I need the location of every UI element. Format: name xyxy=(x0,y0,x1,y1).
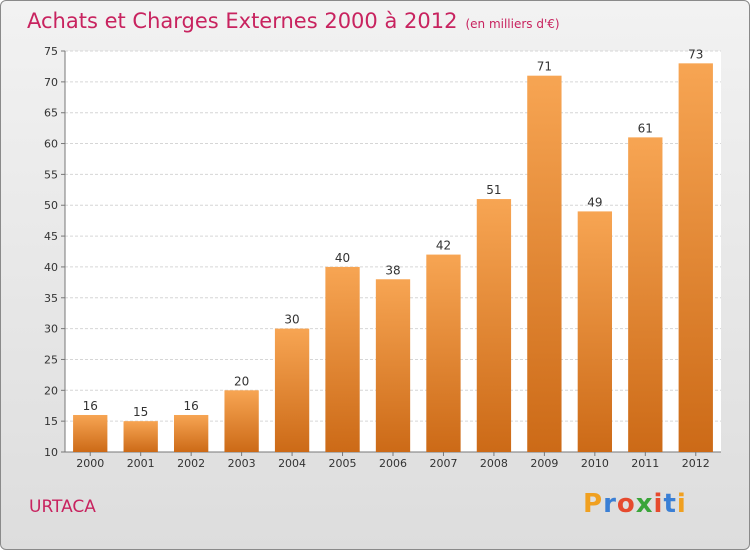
bar-value-label: 51 xyxy=(486,183,501,197)
x-tick-label: 2006 xyxy=(379,457,407,470)
logo-letter: i xyxy=(676,489,687,519)
bar-2012 xyxy=(678,63,713,452)
bar-2007 xyxy=(426,254,461,452)
bar-value-label: 38 xyxy=(385,263,400,277)
bar-2010 xyxy=(577,211,613,452)
bar-2002 xyxy=(173,414,209,452)
bar-value-label: 15 xyxy=(133,405,148,419)
x-tick-label: 2009 xyxy=(530,457,558,470)
x-tick-label: 2004 xyxy=(278,457,306,470)
x-tick-label: 2000 xyxy=(76,457,104,470)
x-tick-label: 2007 xyxy=(429,457,457,470)
bar-value-label: 49 xyxy=(587,195,602,209)
bar-value-label: 20 xyxy=(234,374,249,388)
bar-2003 xyxy=(224,390,259,452)
y-tick-label: 25 xyxy=(44,353,58,366)
x-tick-label: 2003 xyxy=(228,457,256,470)
x-tick-label: 2011 xyxy=(631,457,659,470)
bar-value-label: 16 xyxy=(83,399,98,413)
bar-2004 xyxy=(274,328,310,452)
y-tick-label: 60 xyxy=(44,138,58,151)
x-tick-label: 2001 xyxy=(127,457,155,470)
proxiti-logo: Proxiti xyxy=(583,489,687,519)
y-tick-label: 50 xyxy=(44,199,58,212)
logo-letter: x xyxy=(635,489,654,519)
y-tick-label: 40 xyxy=(44,261,58,274)
y-tick-label: 15 xyxy=(44,415,58,428)
bar-value-label: 71 xyxy=(537,60,552,74)
x-tick-label: 2008 xyxy=(480,457,508,470)
logo-letter: o xyxy=(616,489,636,519)
y-tick-label: 65 xyxy=(44,107,58,120)
bar-2000 xyxy=(73,414,108,452)
bar-2005 xyxy=(325,266,360,452)
bar-2011 xyxy=(628,137,663,452)
x-tick-label: 2005 xyxy=(329,457,357,470)
commune-name: URTACA xyxy=(29,497,96,517)
bar-value-label: 42 xyxy=(436,239,451,253)
y-tick-label: 75 xyxy=(44,45,58,58)
bar-2008 xyxy=(476,199,512,452)
logo-letter: i xyxy=(653,489,664,519)
chart-unit-note: (en milliers d'€) xyxy=(465,17,560,31)
y-tick-label: 45 xyxy=(44,230,58,243)
logo-letter: r xyxy=(603,489,617,519)
x-tick-label: 2002 xyxy=(177,457,205,470)
bar-value-label: 61 xyxy=(638,121,653,135)
y-tick-label: 70 xyxy=(44,76,58,89)
x-tick-label: 2012 xyxy=(682,457,710,470)
x-tick-label: 2010 xyxy=(581,457,609,470)
y-tick-label: 35 xyxy=(44,292,58,305)
bar-value-label: 16 xyxy=(184,399,199,413)
logo-letter: t xyxy=(663,489,677,519)
y-tick-label: 20 xyxy=(44,384,58,397)
bar-2006 xyxy=(375,279,411,452)
bar-value-label: 73 xyxy=(688,47,703,61)
chart-title-text: Achats et Charges Externes 2000 à 2012 xyxy=(27,9,458,33)
bar-2009 xyxy=(527,75,562,452)
chart-title: Achats et Charges Externes 2000 à 2012 (e… xyxy=(27,9,560,33)
bar-2001 xyxy=(123,421,158,452)
bar-value-label: 40 xyxy=(335,251,350,265)
logo-letter: P xyxy=(583,489,604,519)
bar-value-label: 30 xyxy=(284,313,299,327)
y-tick-label: 10 xyxy=(44,446,58,459)
y-tick-label: 30 xyxy=(44,323,58,336)
y-tick-label: 55 xyxy=(44,168,58,181)
